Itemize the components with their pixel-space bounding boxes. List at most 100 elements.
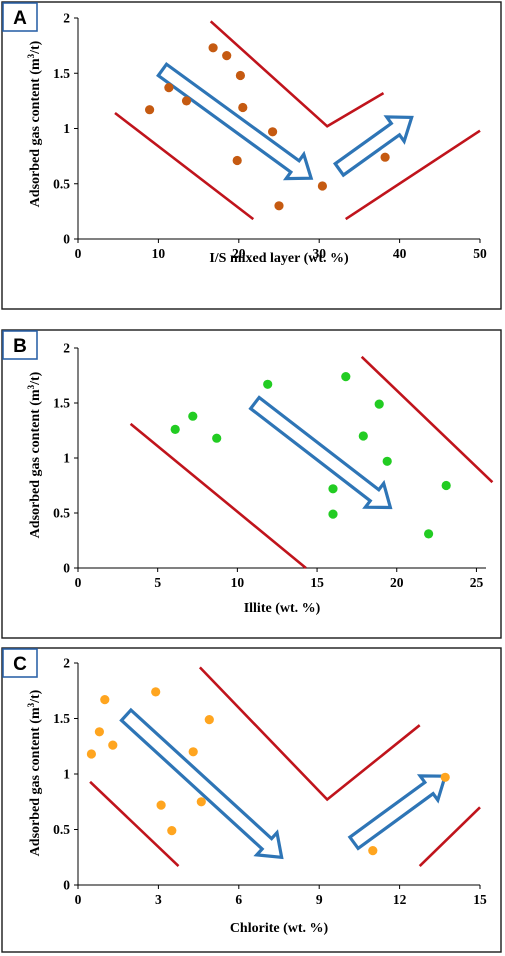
y-tick-label: 1 (63, 451, 70, 466)
x-tick-label: 30 (312, 246, 326, 261)
y-tick-label: 2 (63, 656, 70, 671)
data-point (268, 127, 278, 137)
panel-label: B (13, 336, 27, 357)
trend-line (360, 355, 494, 484)
data-point (151, 687, 161, 697)
x-tick-label: 5 (154, 575, 161, 590)
x-tick-label: 0 (75, 892, 82, 907)
data-point (164, 83, 174, 93)
panel-c: C 0 0.5 1 1.5 2 0 3 6 9 12 15 Chlorite (wt. %) Adsorb… (1, 647, 502, 953)
x-tick-label: 0 (75, 246, 82, 261)
trend-line (89, 780, 180, 868)
data-point (374, 399, 384, 409)
data-point (212, 433, 222, 443)
y-tick-label: 0 (63, 232, 70, 247)
x-tick-label: 15 (473, 892, 487, 907)
y-tick-label: 1.5 (53, 66, 70, 81)
trend-arrow (347, 774, 448, 851)
data-point (156, 800, 166, 810)
y-tick-label: 0.5 (53, 506, 70, 521)
data-point (317, 181, 327, 191)
x-tick-label: 12 (393, 892, 407, 907)
data-point (424, 529, 434, 539)
y-axis-title: Adsorbed gas content (m3/t) (26, 371, 43, 538)
panel-label-box (2, 330, 38, 360)
x-tick-label: 50 (473, 246, 487, 261)
x-tick-label: 25 (470, 575, 484, 590)
x-tick-label: 15 (310, 575, 324, 590)
x-tick-label: 10 (231, 575, 245, 590)
data-point (328, 484, 338, 494)
y-tick-label: 1.5 (53, 396, 70, 411)
trend-line (114, 111, 255, 221)
y-tick-label: 1 (63, 767, 70, 782)
x-tick-label: 9 (316, 892, 323, 907)
trend-line (418, 806, 481, 868)
x-tick-label: 0 (75, 575, 82, 590)
data-point (328, 509, 338, 519)
data-point (86, 749, 96, 759)
x-axis-title: Chlorite (wt. %) (230, 921, 329, 936)
data-point (235, 70, 245, 81)
trend-arrow (119, 707, 284, 860)
data-point (380, 152, 390, 162)
data-point (222, 51, 232, 61)
data-point (188, 411, 198, 421)
panel-frame (1, 329, 502, 639)
panel-frame (1, 1, 502, 310)
x-tick-label: 40 (393, 246, 407, 261)
data-point (440, 772, 450, 782)
y-tick-label: 2 (63, 341, 70, 356)
data-point (368, 846, 378, 856)
panel-label-box (2, 648, 38, 678)
data-point (94, 727, 104, 737)
trend-line (129, 422, 307, 570)
data-point (108, 740, 118, 750)
x-tick-label: 20 (390, 575, 404, 590)
y-tick-label: 0.5 (53, 176, 70, 191)
y-tick-label: 0 (63, 561, 70, 576)
data-point (100, 695, 110, 705)
data-point (274, 201, 284, 211)
y-tick-label: 2 (63, 11, 70, 26)
x-tick-label: 6 (235, 892, 242, 907)
y-tick-label: 0 (63, 878, 70, 893)
data-point (181, 96, 192, 106)
panel-label-box (2, 2, 38, 32)
y-axis-title: Adsorbed gas content (m3/t) (26, 689, 43, 856)
y-tick-label: 0.5 (53, 822, 70, 837)
x-axis-title: Illite (wt. %) (244, 601, 321, 616)
data-point (145, 105, 155, 115)
x-tick-label: 10 (152, 246, 166, 261)
trend-line (344, 129, 481, 221)
trend-line (209, 20, 385, 128)
panel-a: A00.511.520 10 20 30 40 50I/S mixed layer (wt… (1, 1, 502, 310)
data-point (204, 715, 214, 725)
data-point (358, 431, 368, 441)
panel-label: A (13, 8, 27, 29)
trend-arrow (248, 395, 393, 510)
y-tick-label: 1 (63, 121, 70, 136)
data-point (341, 372, 351, 382)
trend-line (198, 666, 421, 802)
data-point (188, 747, 198, 757)
trend-arrow (332, 115, 414, 178)
x-tick-label: 3 (155, 892, 162, 907)
data-point (263, 379, 273, 389)
data-point (170, 424, 180, 434)
y-tick-label: 1.5 (53, 711, 70, 726)
data-point (167, 826, 177, 836)
trend-arrow (156, 62, 314, 181)
panel-label: C (13, 654, 27, 675)
x-axis-title: I/S mixed layer (wt. %) (209, 251, 349, 266)
y-axis-title: Adsorbed gas content (m3/t) (26, 40, 43, 207)
data-point (208, 43, 218, 53)
data-point (238, 102, 248, 113)
data-point (232, 155, 242, 166)
data-point (441, 480, 451, 491)
data-point (196, 797, 206, 807)
x-tick-label: 20 (232, 246, 246, 261)
data-point (382, 456, 392, 466)
